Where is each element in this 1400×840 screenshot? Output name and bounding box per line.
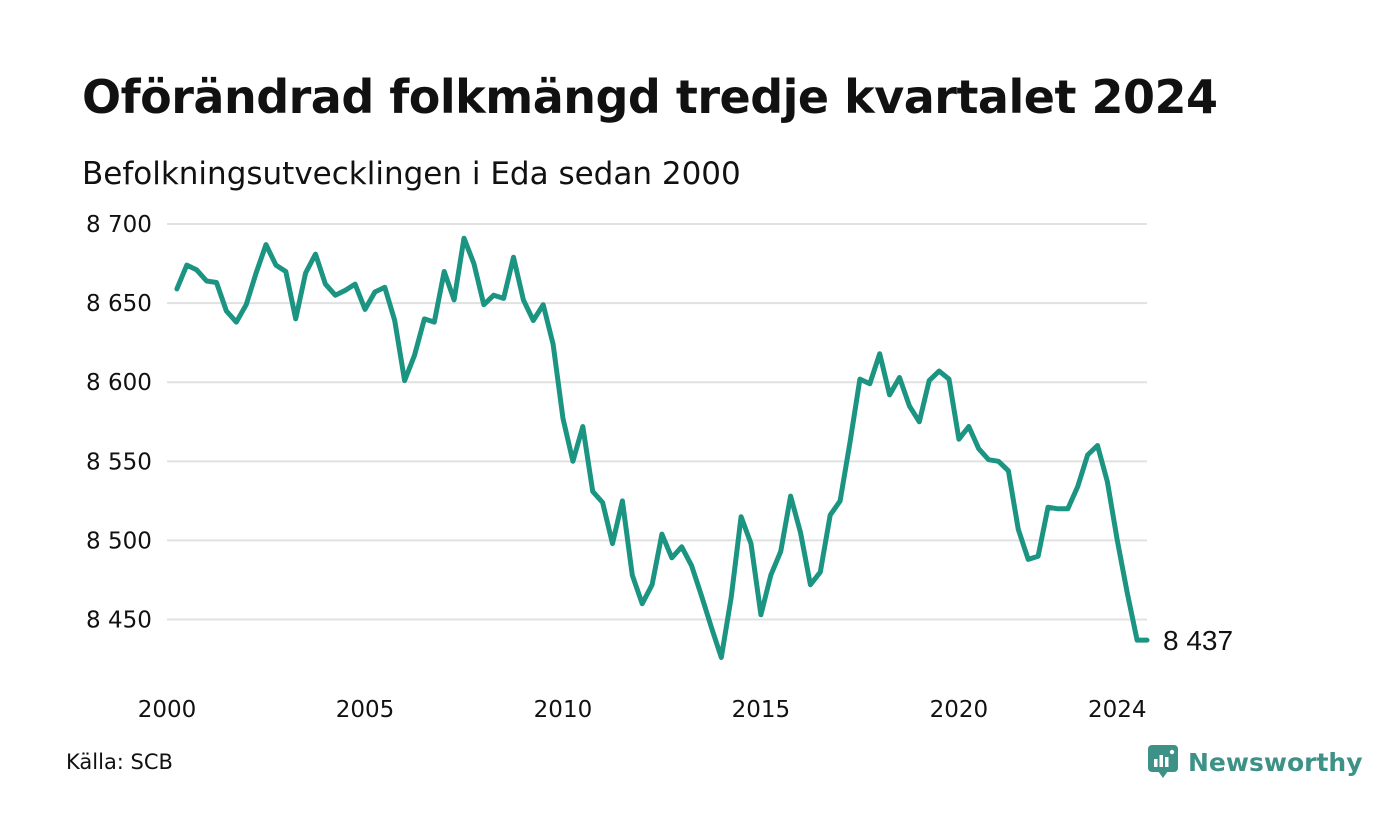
y-axis-ticks: 8 450 8 500 8 550 8 600 8 650 8 700 [86, 212, 152, 634]
last-value-label: 8 437 [1163, 625, 1233, 656]
series-line [174, 235, 1150, 660]
chart-title: Oförändrad folkmängd tredje kvartalet 20… [82, 70, 1218, 124]
x-tick-label: 2015 [732, 697, 791, 723]
x-tick-label: 2010 [534, 697, 593, 723]
x-tick-label: 2020 [930, 697, 989, 723]
y-tick-label: 8 700 [86, 212, 152, 238]
y-tick-label: 8 600 [86, 370, 152, 396]
y-tick-label: 8 550 [86, 449, 152, 475]
x-tick-label: 2024 [1088, 697, 1147, 723]
source-label: Källa: SCB [66, 750, 173, 774]
chart-subtitle: Befolkningsutvecklingen i Eda sedan 2000 [82, 156, 741, 192]
x-tick-label: 2005 [336, 697, 395, 723]
value-labels: 8 437 [1163, 625, 1233, 656]
series-layer [174, 235, 1150, 660]
y-tick-label: 8 450 [86, 608, 152, 634]
newsworthy-logo[interactable]: Newsworthy [1148, 744, 1363, 780]
x-axis-ticks: 2000 2005 2010 2015 2020 2024 [138, 697, 1147, 723]
y-tick-label: 8 650 [86, 291, 152, 317]
newsworthy-logo-icon [1148, 745, 1178, 778]
newsworthy-brand-name: Newsworthy [1188, 747, 1363, 777]
y-tick-label: 8 500 [86, 528, 152, 554]
x-tick-label: 2000 [138, 697, 197, 723]
grid-lines [167, 223, 1147, 621]
